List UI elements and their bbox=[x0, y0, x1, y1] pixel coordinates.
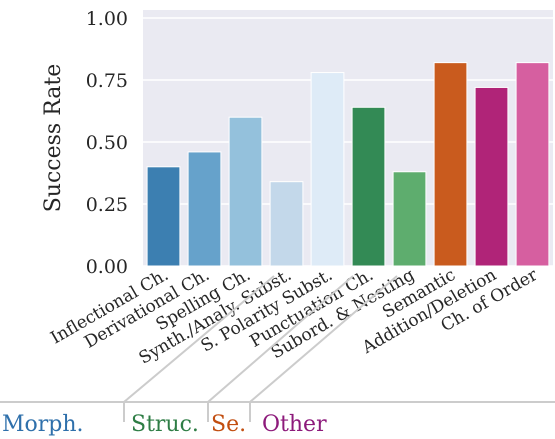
group-label-se: Se. bbox=[211, 412, 246, 437]
group-label-morph: Morph. bbox=[2, 412, 84, 437]
group-labels: Morph. Struc. Se. Other bbox=[2, 412, 327, 437]
bars bbox=[146, 62, 550, 267]
bar bbox=[269, 181, 304, 267]
group-label-other: Other bbox=[262, 412, 327, 437]
y-tick-label: 0.75 bbox=[86, 70, 128, 92]
bar bbox=[187, 151, 222, 267]
bar bbox=[351, 106, 386, 267]
y-tick-label: 1.00 bbox=[86, 8, 128, 30]
bar bbox=[310, 72, 345, 267]
group-brackets bbox=[0, 275, 555, 422]
y-tick-label: 0.50 bbox=[86, 132, 128, 154]
bar bbox=[433, 62, 468, 267]
group-bracket-se bbox=[207, 275, 354, 422]
y-axis-label: Success Rate bbox=[41, 64, 66, 213]
y-tick-label: 0.25 bbox=[86, 194, 128, 216]
y-tick-labels: 0.00 0.25 0.50 0.75 1.00 bbox=[86, 8, 128, 278]
bar bbox=[392, 171, 427, 267]
x-tick-labels: Inflectional Ch.Derivational Ch.Spelling… bbox=[47, 265, 541, 369]
group-bracket-struc bbox=[123, 275, 275, 422]
group-label-struc: Struc. bbox=[131, 412, 199, 437]
bar bbox=[515, 62, 550, 267]
y-tick-label: 0.00 bbox=[86, 256, 128, 278]
bar bbox=[146, 166, 181, 267]
group-bracket-other bbox=[249, 275, 398, 422]
bar bbox=[474, 86, 509, 267]
bar bbox=[228, 116, 263, 267]
